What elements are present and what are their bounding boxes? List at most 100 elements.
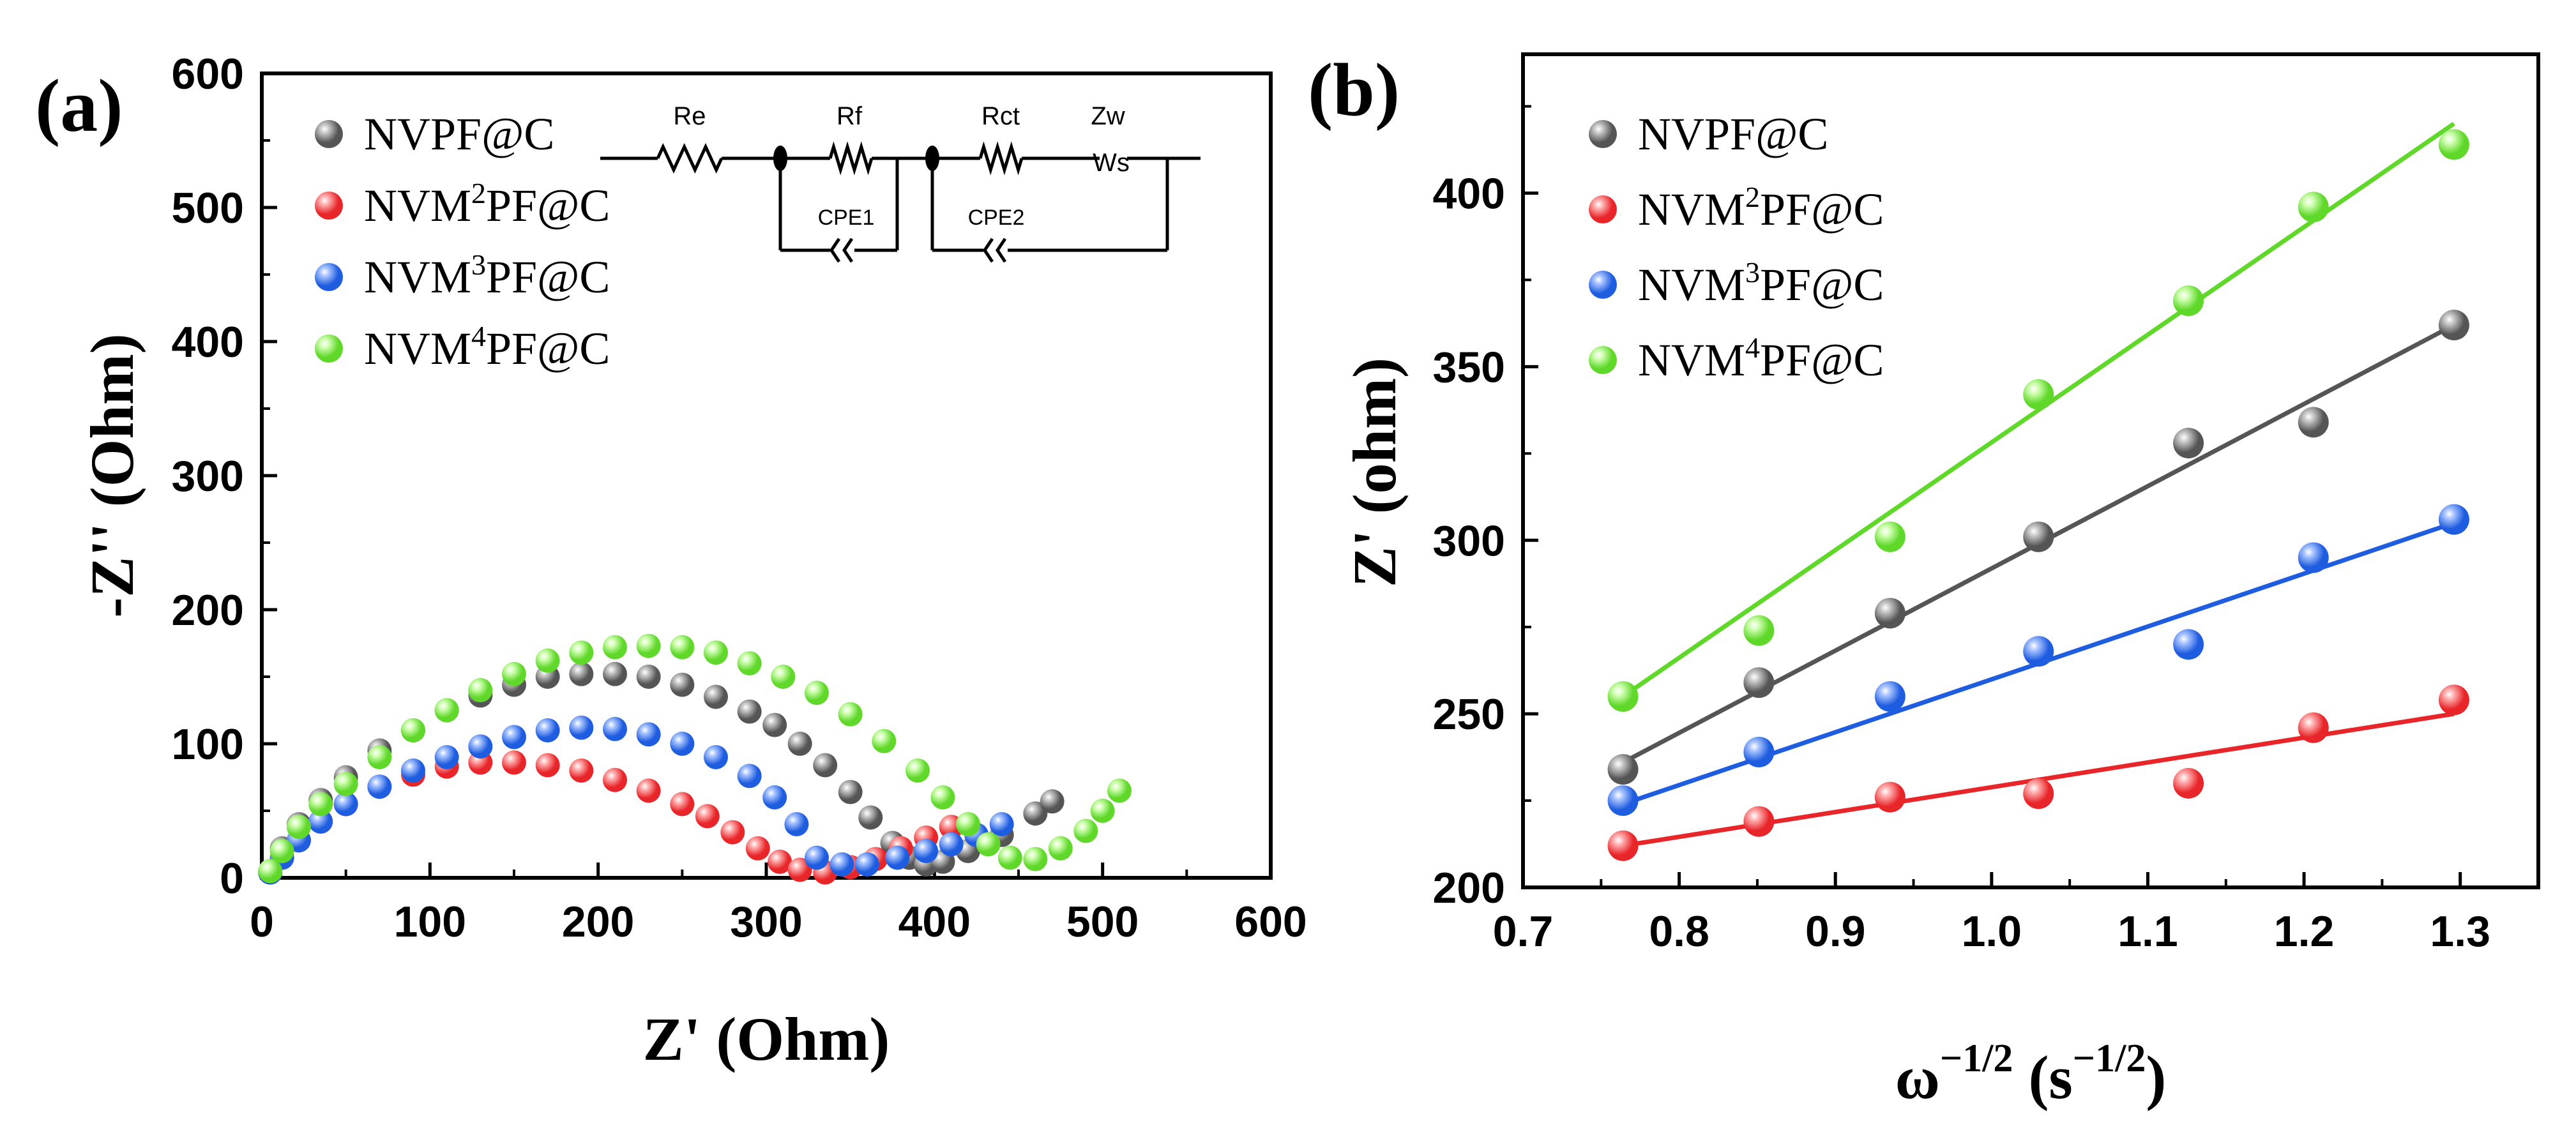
b-x-tick-label: 0.9 — [1805, 907, 1866, 956]
b-data-point — [2298, 712, 2329, 743]
panel-a-y-axis-label: -Z'' (Ohm) — [78, 333, 146, 617]
b-data-point — [2298, 192, 2329, 223]
a-data-point — [1048, 836, 1073, 861]
b-data-point — [1743, 736, 1775, 767]
panel-b-plot-frame — [1521, 52, 2540, 889]
a-x-tick-label: 500 — [1066, 898, 1139, 946]
a-data-point — [1073, 818, 1098, 843]
a-y-tick-label: 0 — [220, 854, 244, 903]
a-y-tick-label: 400 — [172, 318, 244, 366]
a-legend-marker — [315, 335, 343, 363]
b-legend-label: NVPF@C — [1638, 109, 1828, 160]
a-x-tick-label: 400 — [898, 898, 971, 946]
a-x-tick-label: 100 — [394, 898, 466, 946]
a-data-point — [784, 812, 809, 836]
panel-a-data-points — [258, 633, 1132, 885]
a-data-point — [762, 785, 787, 810]
a-data-point — [636, 665, 661, 689]
a-data-point — [401, 758, 425, 783]
b-data-point — [2173, 285, 2204, 317]
a-data-point — [308, 792, 333, 817]
panel-b: (b) 0.7 0.8 0.9 1.0 1.1 1.2 1.3 200 250 300 350 400… — [1308, 48, 2540, 1111]
b-data-point — [1874, 781, 1905, 813]
a-data-point — [704, 745, 728, 769]
a-y-tick-label: 500 — [172, 184, 244, 232]
a-data-point — [258, 859, 283, 884]
a-data-point — [603, 767, 627, 792]
b-series-nvm4pf-c — [1607, 129, 2469, 712]
b-data-point — [1743, 667, 1775, 698]
b-legend-label: NVM2PF@C — [1638, 181, 1884, 235]
panel-b-data-points — [1607, 129, 2469, 861]
a-data-point — [737, 651, 762, 675]
b-data-point — [1743, 615, 1775, 646]
a-data-point — [434, 698, 459, 723]
a-data-point — [745, 836, 770, 861]
b-y-tick-label: 200 — [1433, 864, 1505, 912]
a-data-point — [1090, 799, 1115, 823]
a-data-point — [704, 684, 728, 709]
a-data-point — [670, 672, 695, 697]
a-x-tick-label: 0 — [250, 898, 274, 946]
a-data-point — [636, 633, 661, 658]
a-data-point — [997, 845, 1022, 870]
a-data-point — [989, 812, 1014, 836]
a-data-point — [737, 699, 762, 724]
panel-a-legend: NVPF@C NVM2PF@C NVM3PF@C NVM4PF@C — [315, 109, 610, 374]
a-data-point — [720, 820, 745, 845]
a-data-point — [502, 661, 526, 686]
b-data-point — [1874, 598, 1905, 629]
a-data-point — [670, 635, 695, 659]
b-data-point — [1874, 681, 1905, 712]
b-data-point — [1607, 830, 1639, 861]
a-data-point — [914, 839, 939, 863]
b-x-tick-label: 0.7 — [1493, 907, 1554, 956]
a-data-point — [1040, 789, 1064, 814]
x-label-open-paren: ( — [2013, 1043, 2049, 1111]
a-data-point — [333, 792, 358, 817]
b-data-point — [2438, 684, 2469, 716]
circuit-label: CPE2 — [968, 206, 1025, 230]
a-data-point — [939, 832, 964, 857]
b-data-point — [2023, 636, 2054, 667]
b-data-point — [1607, 681, 1639, 712]
a-data-point — [805, 681, 829, 705]
a-data-point — [367, 745, 392, 769]
a-data-point — [569, 661, 594, 686]
x-label-close-paren: ) — [2146, 1043, 2166, 1111]
a-data-point — [768, 849, 792, 874]
a-data-point — [1107, 778, 1132, 803]
a-data-point — [468, 734, 493, 759]
a-legend-label: NVM3PF@C — [364, 248, 610, 303]
a-data-point — [502, 750, 526, 775]
circuit-label: Ws — [1093, 149, 1130, 177]
b-series-nvpf-c — [1607, 310, 2469, 785]
a-legend-marker — [315, 192, 343, 220]
panel-b-label: (b) — [1308, 48, 1400, 132]
b-x-tick-label: 1.2 — [2274, 907, 2335, 956]
b-data-point — [2438, 310, 2469, 341]
b-y-tick-label: 300 — [1433, 516, 1505, 565]
panel-b-x-axis-label: ω−1/2 (s−1/2) — [1895, 1037, 2167, 1111]
panel-a: (a) 0 100 200 300 400 500 600 0 100 200 300 400 500 6… — [35, 50, 1307, 1073]
b-legend-label: NVM4PF@C — [1638, 331, 1884, 386]
b-data-point — [1607, 754, 1639, 785]
panel-a-x-axis-label: Z' (Ohm) — [643, 1005, 890, 1073]
a-data-point — [308, 809, 333, 834]
equivalent-circuit-inset: Re Rf CPE1 Rct Zw Ws CPE2 — [600, 102, 1201, 263]
a-data-point — [603, 716, 627, 741]
a-y-tick-label: 200 — [172, 586, 244, 635]
x-label-unit-exponent: −1/2 — [2073, 1037, 2146, 1080]
a-x-tick-label: 600 — [1234, 898, 1307, 946]
b-x-tick-label: 1.0 — [1962, 907, 2022, 956]
b-data-point — [2023, 379, 2054, 410]
a-y-tick-label: 600 — [172, 50, 244, 98]
a-data-point — [762, 712, 787, 737]
b-legend-label: NVM3PF@C — [1638, 256, 1884, 310]
a-y-tick-label: 300 — [172, 452, 244, 501]
panel-a-label: (a) — [35, 64, 123, 147]
a-legend-label: NVM2PF@C — [364, 177, 610, 231]
b-data-point — [2298, 407, 2329, 438]
circuit-label: Zw — [1091, 102, 1125, 130]
